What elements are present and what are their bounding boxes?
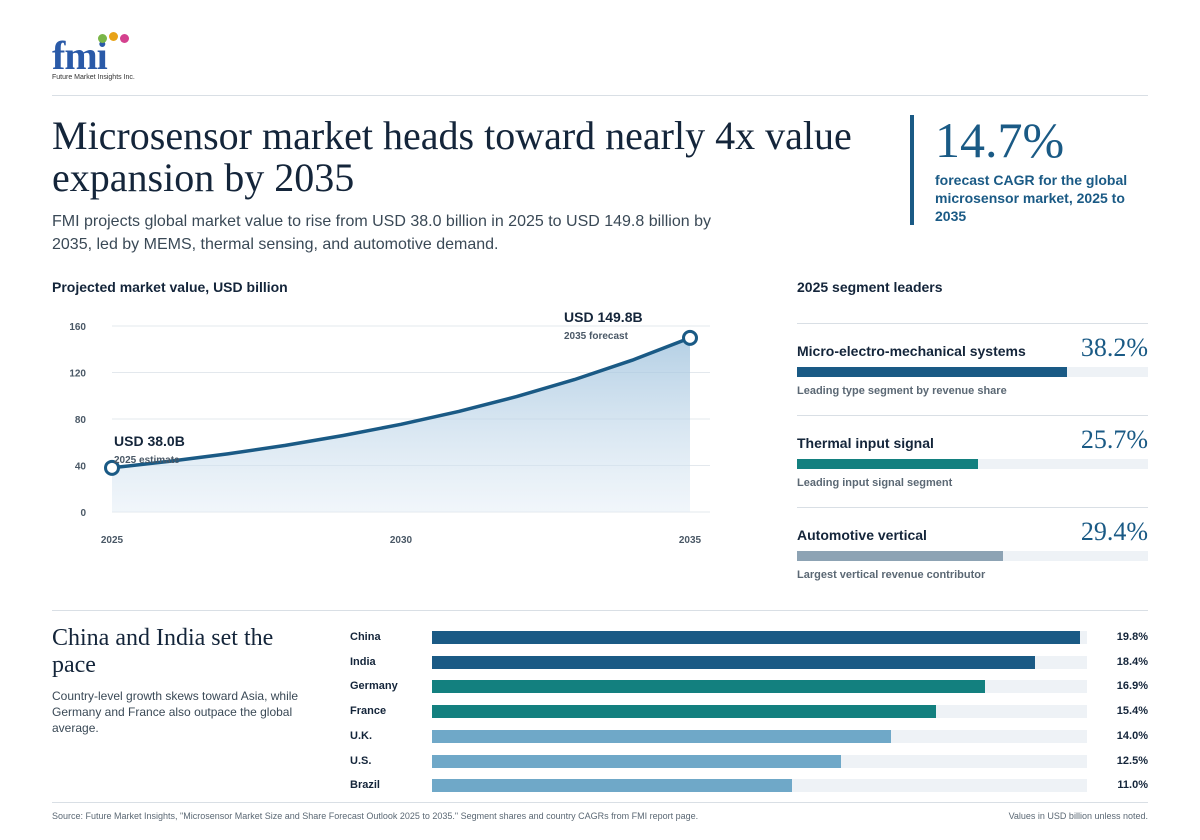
kpi-accent-bar bbox=[910, 115, 914, 225]
chart-title: Projected market value, USD billion bbox=[52, 279, 288, 295]
country-name: France bbox=[350, 705, 387, 718]
segment-value: 25.7% bbox=[1080, 425, 1148, 454]
logo-dot-orange bbox=[109, 32, 118, 41]
series-line bbox=[111, 336, 691, 470]
logo-subtitle: Future Market Insights Inc. bbox=[52, 74, 135, 81]
country-bar-track bbox=[432, 631, 1087, 644]
country-bar-track bbox=[432, 779, 1087, 793]
annotation-label: USD 149.8B bbox=[564, 309, 643, 325]
y-tick-label: 40 bbox=[75, 462, 87, 473]
segment-bar-track bbox=[797, 367, 1148, 377]
source-note: Source: Future Market Insights, "Microse… bbox=[52, 811, 699, 821]
segment-divider bbox=[797, 415, 1148, 416]
country-value: 12.5% bbox=[1116, 754, 1148, 767]
country-row: China 19.8% bbox=[350, 630, 1148, 646]
x-tick-label: 2035 bbox=[679, 535, 702, 546]
country-bar-track bbox=[432, 705, 1087, 719]
y-tick-label: 160 bbox=[69, 322, 86, 333]
country-name: Germany bbox=[350, 680, 398, 693]
country-bar-track bbox=[432, 655, 1087, 669]
segment-bar-fill bbox=[797, 459, 979, 469]
logo-dot-pink bbox=[120, 34, 129, 43]
segment-name: Micro-electro-mechanical systems bbox=[797, 343, 1026, 359]
market-value-chart: 0 40 80 120 160 2025 2030 2035 USD 38.0B 2025 es… bbox=[69, 309, 710, 546]
country-value: 19.8% bbox=[1116, 631, 1148, 643]
segment-description: Leading input signal segment bbox=[797, 477, 953, 489]
y-tick-label: 0 bbox=[80, 508, 86, 519]
data-point-marker bbox=[682, 329, 698, 346]
country-name: Brazil bbox=[350, 779, 380, 792]
segment-value: 29.4% bbox=[1080, 517, 1148, 546]
annotation-sublabel: 2035 forecast bbox=[564, 331, 629, 342]
x-tick-label: 2025 bbox=[101, 535, 124, 546]
country-bar bbox=[432, 631, 1081, 644]
data-point-marker bbox=[104, 459, 120, 476]
segment-item: Automotive vertical 29.4% Largest vertical… bbox=[797, 507, 1148, 592]
top-divider bbox=[52, 95, 1148, 96]
segment-item: Micro-electro-mechanical systems 38.2% Lea… bbox=[797, 323, 1148, 408]
bottom-divider bbox=[52, 802, 1148, 803]
country-value: 11.0% bbox=[1117, 779, 1148, 792]
country-value: 16.9% bbox=[1116, 680, 1148, 693]
annotation-sublabel: 2025 estimate bbox=[114, 455, 180, 466]
units-note: Values in USD billion unless noted. bbox=[1008, 811, 1148, 821]
country-bar bbox=[432, 779, 793, 793]
country-name: India bbox=[350, 655, 376, 668]
country-name: China bbox=[350, 631, 381, 643]
country-row: Germany 16.9% bbox=[350, 679, 1148, 695]
country-row: France 15.4% bbox=[350, 704, 1148, 720]
country-row: India 18.4% bbox=[350, 655, 1148, 671]
segment-name: Automotive vertical bbox=[797, 527, 927, 543]
logo-dot-green bbox=[98, 34, 107, 43]
country-bar-track bbox=[432, 729, 1087, 743]
country-value: 14.0% bbox=[1116, 729, 1148, 742]
segment-bar-track bbox=[797, 551, 1148, 561]
kpi-label: forecast CAGR for the global microsensor… bbox=[935, 172, 1128, 224]
fmi-logo: fmi Future Market Insights Inc. bbox=[52, 32, 142, 84]
segment-divider bbox=[797, 323, 1148, 324]
countries-dek: Country-level growth skews toward Asia, … bbox=[52, 689, 299, 735]
segment-description: Leading type segment by revenue share bbox=[797, 385, 1007, 397]
country-bar bbox=[432, 729, 891, 743]
kpi-value: 14.7% bbox=[935, 112, 1065, 168]
y-tick-label: 80 bbox=[75, 415, 87, 426]
page-title: Microsensor market heads toward nearly 4… bbox=[52, 113, 852, 200]
segment-description: Largest vertical revenue contributor bbox=[797, 569, 986, 581]
country-name: U.S. bbox=[350, 754, 372, 767]
country-value: 15.4% bbox=[1116, 705, 1148, 718]
country-row: U.K. 14.0% bbox=[350, 729, 1148, 745]
country-bar-track bbox=[432, 680, 1087, 694]
mid-divider bbox=[52, 610, 1148, 611]
segment-value: 38.2% bbox=[1080, 333, 1148, 362]
segment-divider bbox=[797, 507, 1148, 508]
segment-item: Thermal input signal 25.7% Leading input s… bbox=[797, 415, 1148, 500]
country-row: Brazil 11.0% bbox=[350, 778, 1148, 794]
country-bar bbox=[432, 705, 937, 719]
country-bar bbox=[432, 655, 1035, 669]
segment-bar-fill bbox=[797, 367, 1067, 377]
segment-name: Thermal input signal bbox=[797, 435, 934, 451]
y-tick-label: 120 bbox=[69, 369, 86, 380]
x-tick-label: 2030 bbox=[390, 535, 413, 546]
country-bar-track bbox=[432, 754, 1087, 768]
annotation-label: USD 38.0B bbox=[114, 433, 185, 449]
country-bar bbox=[432, 680, 986, 694]
segments-title: 2025 segment leaders bbox=[797, 279, 943, 295]
country-row: U.S. 12.5% bbox=[350, 754, 1148, 770]
page-dek: FMI projects global market value to rise… bbox=[52, 213, 711, 253]
segment-bar-fill bbox=[797, 551, 1004, 561]
segment-bar-track bbox=[797, 459, 1148, 469]
country-value: 18.4% bbox=[1116, 655, 1148, 668]
countries-title: China and India set the pace bbox=[52, 625, 274, 678]
country-bar bbox=[432, 754, 842, 768]
country-name: U.K. bbox=[350, 729, 372, 742]
logo-wordmark: fmi bbox=[52, 33, 108, 78]
